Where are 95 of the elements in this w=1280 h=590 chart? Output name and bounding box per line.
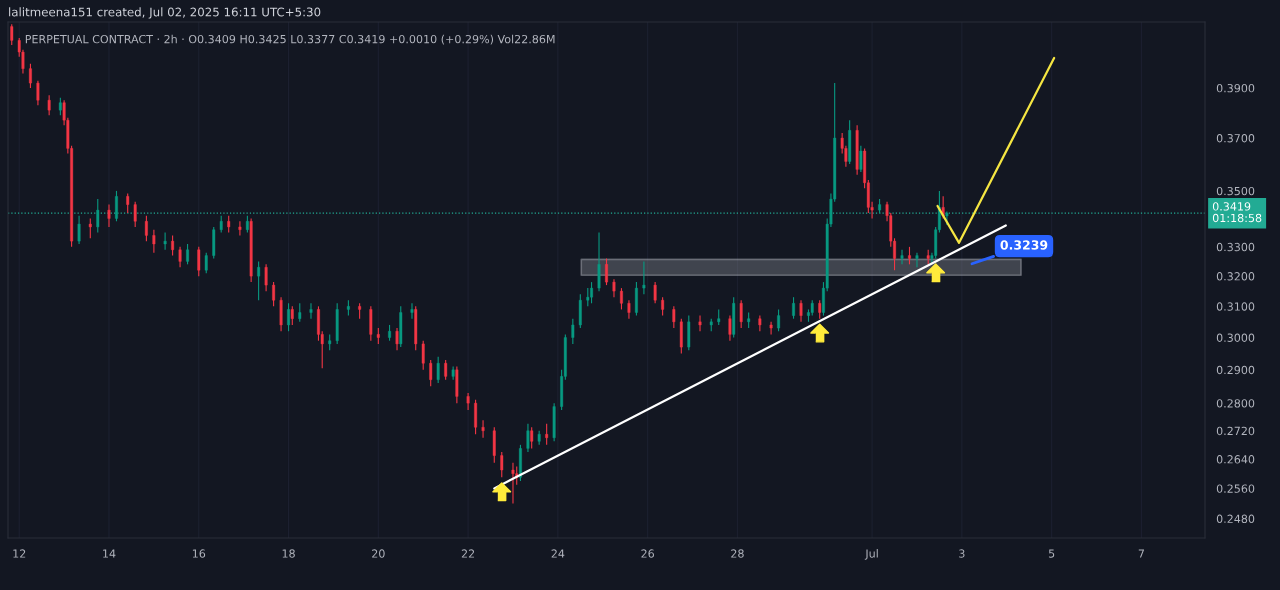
candlestick [290, 305, 294, 326]
candlestick [792, 296, 795, 320]
x-tick-label: 18 [282, 549, 295, 558]
candlestick [620, 287, 623, 310]
candlestick [799, 299, 803, 323]
y-tick-label: 0.2720 [1216, 426, 1255, 436]
candlestick [653, 281, 657, 304]
candlestick [444, 359, 448, 381]
candlestick [519, 444, 522, 482]
y-tick-label: 0.3700 [1216, 134, 1255, 143]
x-tick-label: 5 [1048, 549, 1055, 558]
candlestick [627, 299, 631, 320]
x-tick-label: Jul [864, 549, 878, 560]
candlestick [77, 215, 81, 245]
x-tick-label: 3 [959, 549, 965, 558]
ref-line-label: 0.3419 01:18:58 [1212, 202, 1262, 223]
candlestick [481, 419, 485, 439]
annotation: 0.3239 [1000, 240, 1048, 250]
candlestick [238, 220, 242, 236]
candlestick [466, 392, 470, 411]
candlestick [530, 426, 534, 449]
candlestick [287, 302, 290, 332]
candlestick [545, 423, 549, 446]
y-tick-label: 0.2640 [1216, 455, 1255, 464]
y-tick-label: 0.3300 [1216, 242, 1255, 252]
candlestick [672, 305, 676, 329]
candlestick [511, 462, 515, 504]
candlestick [29, 63, 32, 89]
candlestick [144, 215, 148, 242]
x-tick-label: 14 [103, 549, 116, 558]
candlestick [309, 302, 313, 320]
chart-title: lalitmeena151 created, Jul 02, 2025 16:11 UTC+5:30 [9, 7, 321, 19]
candlestick [769, 321, 773, 335]
candlestick [133, 201, 137, 228]
x-tick-label: 22 [461, 549, 475, 558]
candlestick [36, 80, 40, 106]
y-tick-label: 0.3500 [1216, 186, 1255, 196]
candlestick [178, 246, 182, 268]
candlestick [10, 23, 14, 46]
x-tick-label: 28 [731, 549, 744, 558]
candlestick [197, 246, 201, 277]
candlestick [171, 234, 175, 257]
candlestick [900, 249, 904, 265]
candlestick [107, 204, 111, 228]
y-tick-label: 0.3900 [1216, 83, 1255, 93]
candlestick [395, 327, 399, 351]
candlestick [590, 281, 593, 304]
text: PERPETUAL CONTRACT · 2h · O0.3409 H0.3425 L0.3377 C0.3419 +0.0010 (+0.29%) Vol22.86M [25, 34, 555, 45]
candlestick [728, 315, 732, 342]
candlestick [257, 260, 261, 301]
y-tick-label: 0.3000 [1216, 333, 1255, 342]
x-tick-label: 12 [13, 549, 26, 558]
candlestick [698, 315, 702, 332]
x-tick-label: 7 [1138, 549, 1144, 558]
candlestick [859, 145, 863, 173]
candlestick [47, 94, 51, 116]
candlestick [272, 281, 276, 307]
candlestick [661, 296, 665, 317]
candlestick [500, 451, 504, 478]
candlestick [264, 263, 268, 292]
candlestick [152, 229, 156, 254]
y-tick-label: 0.2480 [1216, 514, 1255, 523]
x-tick-label: 26 [641, 549, 655, 558]
candlestick [410, 302, 414, 320]
candlestick [642, 260, 646, 295]
x-tick-label: 20 [372, 549, 385, 558]
candlestick [204, 252, 208, 274]
x-tick-label: 16 [192, 549, 206, 558]
x-tick-label: 24 [551, 549, 565, 558]
candlestick [115, 190, 118, 222]
candlestick [96, 198, 100, 234]
candlestick [421, 340, 425, 371]
candlestick [908, 246, 911, 265]
candlestick [126, 193, 130, 214]
candlestick [88, 217, 92, 239]
candlestick [163, 232, 167, 251]
candlestick [605, 257, 608, 286]
y-tick-label: 0.3200 [1216, 272, 1255, 281]
candlestick [298, 302, 302, 323]
candlestick [571, 318, 575, 345]
candlestick [612, 278, 616, 298]
candlestick [436, 356, 440, 384]
y-tick-label: 0.2800 [1216, 399, 1255, 408]
y-tick-label: 0.3100 [1216, 302, 1255, 311]
candlestick [777, 308, 781, 332]
candlestick [526, 423, 530, 453]
candlestick [597, 232, 601, 292]
candlestick [429, 359, 433, 387]
y-tick-label: 0.2560 [1216, 484, 1255, 493]
candlestick [317, 305, 320, 342]
candlestick [186, 243, 189, 265]
y-tick-label: 0.2900 [1216, 365, 1255, 375]
candlestick [739, 299, 743, 329]
candlestick [915, 252, 919, 268]
candlestick [818, 299, 822, 320]
